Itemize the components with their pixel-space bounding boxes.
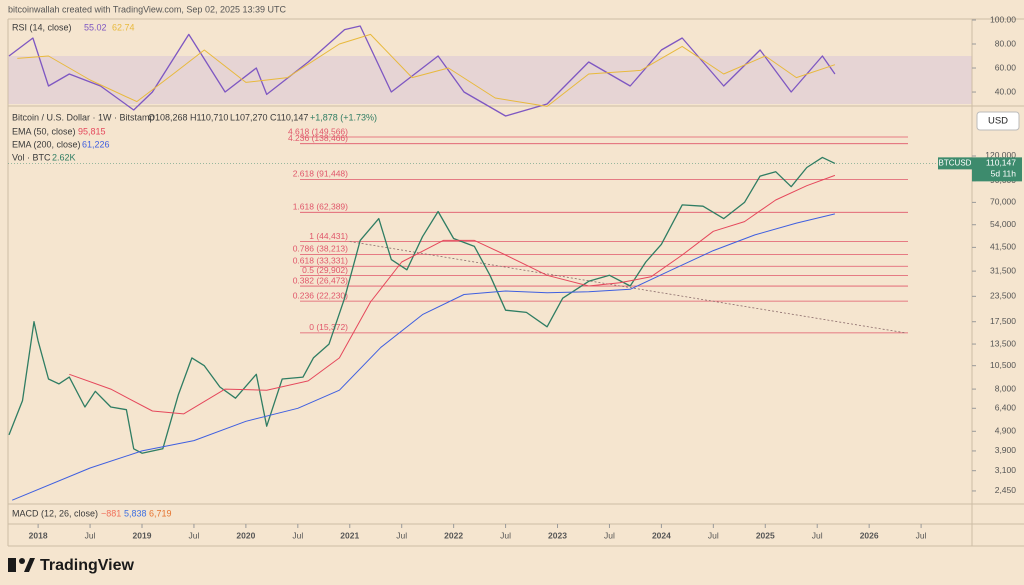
time-tick-label: 2026 [860,530,879,540]
price-tick-label: 70,000 [990,197,1016,207]
price-tick-label: 17,500 [990,316,1016,326]
currency-label[interactable]: USD [988,116,1008,127]
rsi-title: RSI (14, close) [12,22,72,32]
rsi-band [8,56,972,104]
fib-label: 0.786 (38,213) [293,244,348,254]
fib-label: 0.236 (22,230) [293,290,348,300]
rsi-tick-label: 60.00 [995,62,1017,72]
ohlc-open: O108,268 [148,112,188,122]
ohlc-change: +1,878 (+1.73%) [310,112,377,122]
price-tick-label: 120,000 [985,150,1016,160]
price-tag-countdown: 5d 11h [991,169,1017,179]
ema200-value: 61,226 [82,139,110,149]
price-title: Bitcoin / U.S. Dollar · 1W · Bitstamp [12,112,155,122]
ema50-value: 95,815 [78,126,106,136]
fib-label: 0.618 (33,331) [293,256,348,266]
fib-label: 0.5 (29,902) [302,265,348,275]
price-tag-value: 110,147 [986,158,1016,168]
rsi-value: 55.02 [84,22,107,32]
ohlc-high: H110,710 [190,112,228,122]
time-tick-label: Jul [85,530,96,540]
trendline [349,241,906,334]
logo-shape [19,558,25,564]
time-tick-label: Jul [292,530,303,540]
ohlc-low: L107,270 [230,112,268,122]
volume-value: 2.62K [52,152,76,162]
price-tick-label: 8,000 [995,383,1017,393]
time-tick-label: 2018 [29,530,48,540]
time-tick-label: Jul [500,530,511,540]
macd-title: MACD (12, 26, close) [12,508,98,518]
fib-label: 1 (44,431) [309,231,348,241]
indicator-line [69,174,836,415]
indicator-line [12,213,836,501]
fib-label: 4.618 (149,566) [288,126,348,136]
ema50-name: EMA (50, close) [12,126,76,136]
fib-label: 0 (15,372) [309,322,348,332]
attribution: bitcoinwallah created with TradingView.c… [8,4,286,14]
rsi-ma-value: 62.74 [112,22,135,32]
currency-button[interactable] [976,111,1020,131]
ema200-name: EMA (200, close) [12,139,81,149]
price-tick-label: 54,000 [990,219,1016,229]
price-tick-label: 3,900 [995,445,1017,455]
time-tick-label: Jul [916,530,927,540]
price-tick-label: 41,500 [990,242,1016,252]
brand-logo[interactable] [8,558,35,572]
price-tick-label: 3,100 [995,465,1017,475]
time-tick-label: 2025 [756,530,775,540]
brand-name[interactable]: TradingView [40,557,135,574]
time-tick-label: Jul [396,530,407,540]
price-tick-label: 10,500 [990,360,1016,370]
price-tag-symbol: BTCUSD [939,158,972,167]
volume-name: Vol · BTC [12,152,51,162]
price-tag-bg [972,157,1022,182]
time-tick-label: 2022 [444,530,463,540]
fib-label: 1.618 (62,389) [293,202,348,212]
ohlc-close: C110,147 [270,112,308,122]
series-line [8,156,836,454]
logo-shape [8,558,16,572]
time-tick-label: 2019 [133,530,152,540]
fib-label: 0.382 (26,473) [293,275,348,285]
time-tick-label: 2021 [340,530,359,540]
rsi-tick-label: 40.00 [995,86,1017,96]
rsi-tick-label: 80.00 [995,38,1017,48]
price-tick-label: 6,400 [995,403,1017,413]
price-tick-label: 13,500 [990,338,1016,348]
logo-shape [24,558,35,572]
fib-label: 2.618 (91,448) [293,169,348,179]
time-tick-label: 2020 [236,530,255,540]
price-tag-symbol-bg [938,157,972,170]
time-tick-label: Jul [189,530,200,540]
price-tick-label: 31,500 [990,265,1016,275]
indicator-line [17,33,836,107]
series-line [8,25,836,117]
macd-histogram: 6,719 [149,508,172,518]
time-tick-label: Jul [812,530,823,540]
macd-signal: 5,838 [124,508,147,518]
rsi-tick-label: 100.00 [990,14,1016,24]
macd-value: −881 [101,508,121,518]
price-tick-label: 23,500 [990,291,1016,301]
fib-label: 4.236 (138,466) [288,133,348,143]
time-tick-label: Jul [708,530,719,540]
price-tick-label: 2,450 [995,485,1017,495]
price-tick-label: 4,900 [995,426,1017,436]
time-tick-label: 2024 [652,530,671,540]
time-tick-label: 2023 [548,530,567,540]
time-tick-label: Jul [604,530,615,540]
